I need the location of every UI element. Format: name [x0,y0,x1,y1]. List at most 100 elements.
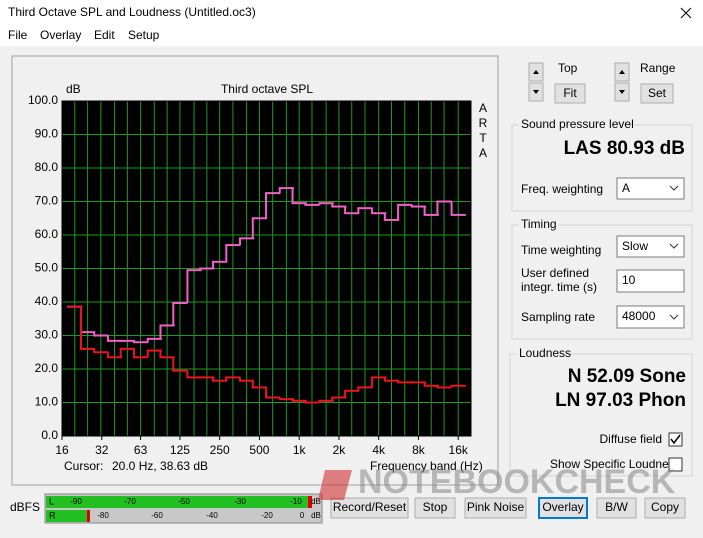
y-tick-label: 70.0 [35,194,59,208]
label: Sampling rate [521,310,595,324]
label: User defined [521,266,589,280]
close-button[interactable] [680,7,692,19]
y-tick-label: 40.0 [35,294,59,308]
menu-item[interactable]: File [8,28,28,42]
channel-label: L [49,496,54,506]
button-label[interactable]: Fit [563,86,577,100]
meter-tick-label: -30 [234,497,246,506]
button[interactable] [538,497,588,519]
x-tick-label: 4k [372,443,386,457]
button-label[interactable]: Record/Reset [333,500,407,514]
group-box [509,353,693,477]
meter-peak [87,510,90,522]
group-title: Loudness [519,346,571,360]
label: Top [558,61,578,75]
checkbox[interactable] [668,457,683,472]
checkbox-label: Diffuse field [600,432,662,446]
label: Time weighting [521,243,601,257]
button[interactable] [640,83,674,104]
x-tick-label: 2k [333,443,347,457]
button[interactable] [644,497,686,519]
meter-peak [308,496,312,508]
y-tick-label: 50.0 [35,261,59,275]
select-arrow [669,185,679,191]
button[interactable] [464,497,527,519]
cursor-value: 20.0 Hz, 38.63 dB [112,459,208,473]
button[interactable] [414,497,456,519]
y-axis-label: dB [66,82,81,96]
select-arrow [669,314,679,320]
button-label[interactable]: Overlay [542,500,583,514]
button-label[interactable]: Pink Noise [467,500,525,514]
meter-tick-label: -10 [290,497,302,506]
window-title: Third Octave SPL and Loudness (Untitled.… [8,5,256,19]
x-tick-label: 8k [412,443,426,457]
meter-tick-label: dB [311,497,321,506]
y-tick-label: 30.0 [35,328,59,342]
y-tick-label: 10.0 [35,395,59,409]
meter-tick-label: 0 [300,511,305,520]
meter-tick-label: -20 [261,511,273,520]
button-label[interactable]: Copy [651,500,679,514]
checkbox-label: Show Specific Loudness [550,457,681,471]
button[interactable] [596,497,637,519]
x-tick-label: 125 [170,443,190,457]
plot-frame [61,100,472,437]
meter-label: dBFS [10,500,40,514]
meter-tick-label: -60 [151,511,163,520]
button[interactable] [330,497,409,519]
select-value[interactable]: 48000 [622,309,656,323]
loudness-ln: LN 97.03 Phon [555,390,686,411]
input-value[interactable]: 10 [622,273,636,287]
select[interactable] [616,235,685,258]
meter-tick-label: -80 [97,511,109,520]
group-title-bg [516,347,568,361]
button-row: Record/Reset Stop Pink Noise Overlay B/W Copy [330,497,686,519]
chart: 0.0 10.0 20.0 30.0 40.0 50.0 60.0 70.0 80.0 90.0 1… [28,93,472,457]
select[interactable] [616,305,685,329]
meter-tick-label: -50 [178,497,190,506]
label: Freq. weighting [521,182,603,196]
checkmark [670,434,681,445]
x-axis-label: Frequency band (Hz) [370,459,483,473]
spl-value: LAS 80.93 dB [564,138,685,159]
input[interactable] [616,269,685,293]
watermark: NOTEBOOKCHECK [358,463,676,501]
menu-item[interactable]: Setup [128,28,160,42]
chart-title: Third octave SPL [221,82,313,96]
select-value[interactable]: Slow [622,239,648,253]
cursor-label: Cursor: [64,459,103,473]
meter-tick-label: -70 [124,497,136,506]
menu-bar [0,26,703,46]
y-tick-label: 20.0 [35,361,59,375]
button[interactable] [554,83,586,104]
title-bar [0,0,703,26]
meter-tick-label: -90 [70,497,82,506]
watermark-logo [318,470,352,500]
loudness-n: N 52.09 Sone [568,366,686,387]
button-label[interactable]: Set [648,86,667,100]
x-tick-label: 16k [449,443,469,457]
y-tick-label: 0.0 [41,428,58,442]
x-tick-label: 250 [210,443,230,457]
x-tick-label: 63 [134,443,148,457]
meter-scale: -90 -70 -50 -30 -10 dB -80 -60 -40 -20 0 dB [70,497,321,520]
x-tick-label: 32 [95,443,109,457]
select[interactable] [616,177,685,200]
label: integr. time (s) [521,280,597,294]
button-label[interactable]: B/W [605,500,628,514]
meter-tick-label: -40 [206,511,218,520]
select-value[interactable]: A [622,181,630,195]
y-tick-label: 90.0 [35,127,59,141]
group-title-bg [518,218,558,232]
y-tick-label: 80.0 [35,160,59,174]
select-arrow [669,243,679,249]
menu-item[interactable]: Overlay [40,28,81,42]
x-tick-label: 16 [55,443,69,457]
button-label[interactable]: Stop [423,500,448,514]
menu-item[interactable]: Edit [94,28,115,42]
group-box [511,224,693,340]
meter-tick-label: dB [311,511,321,520]
label: Range [640,61,676,75]
